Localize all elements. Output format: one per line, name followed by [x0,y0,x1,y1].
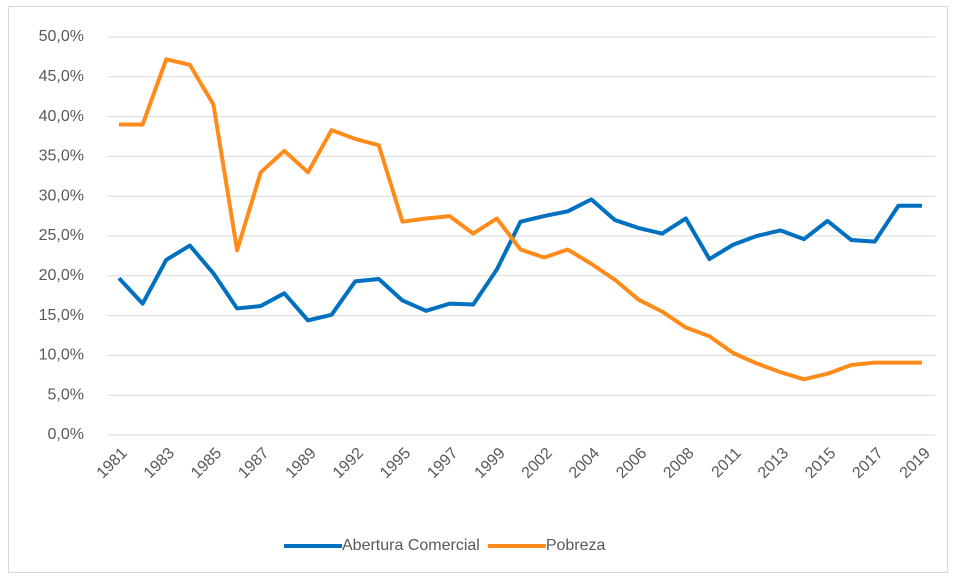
y-tick-label: 35,0% [39,148,84,165]
chart-border [8,6,948,573]
y-tick-label: 50,0% [39,28,84,45]
y-tick-label: 20,0% [39,267,84,284]
legend-label: Abertura Comercial [342,537,480,554]
y-tick-label: 45,0% [39,68,84,85]
legend-label: Pobreza [546,537,606,554]
series-line [117,197,922,323]
y-tick-label: 0,0% [48,426,84,443]
y-tick-label: 5,0% [48,386,84,403]
series-line [119,57,922,382]
y-tick-label: 40,0% [39,108,84,125]
y-tick-label: 30,0% [39,187,84,204]
y-tick-label: 25,0% [39,227,84,244]
y-tick-label: 15,0% [39,307,84,324]
y-tick-label: 10,0% [39,347,84,364]
